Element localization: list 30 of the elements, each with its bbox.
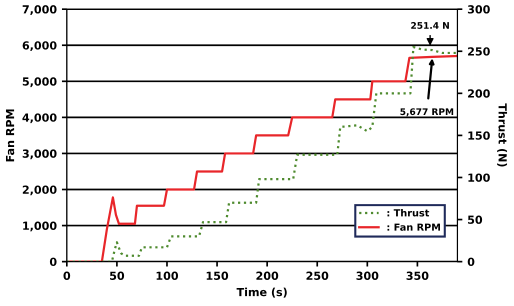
y-tick-label: 1,000: [23, 222, 57, 232]
x-tick-label: 350: [406, 272, 428, 280]
x-tick-label: 300: [356, 272, 378, 280]
y2-tick-label: 100: [468, 173, 490, 182]
x-axis-title: Time (s): [236, 288, 287, 298]
annotation: 251.4 N: [411, 22, 449, 29]
x-tick-label: 250: [306, 272, 328, 280]
y2-tick-label: 250: [468, 47, 490, 56]
y2-tick-label: 50: [468, 216, 482, 224]
y2-tick-label: 150: [468, 131, 490, 140]
y-tick-label: 7,000: [22, 5, 57, 15]
y-axis-title: Fan RPM: [6, 109, 14, 162]
y-tick-label: 2,000: [22, 185, 57, 196]
y2-tick-label: 0: [468, 258, 474, 266]
y-tick-label: 3,000: [22, 149, 57, 160]
y-tick-label: 5,000: [22, 77, 57, 88]
x-tick-label: 50: [110, 272, 124, 280]
y2-tick-label: 300: [468, 5, 490, 14]
y-tick-label: 4,000: [22, 113, 57, 124]
x-tick-label: 150: [206, 272, 228, 280]
annotation: 5,677 RPM: [400, 108, 454, 116]
legend-label: : Thrust: [387, 209, 430, 217]
legend-label: : Fan RPM: [387, 224, 440, 231]
y-tick-label: 0: [50, 258, 57, 266]
y-tick-label: 6,000: [22, 41, 57, 52]
x-tick-label: 0: [63, 272, 70, 280]
x-tick-label: 100: [156, 272, 178, 280]
y2-axis-title: Thrust (N): [497, 103, 508, 167]
x-tick-label: 200: [256, 272, 278, 280]
y2-tick-label: 200: [468, 89, 490, 98]
